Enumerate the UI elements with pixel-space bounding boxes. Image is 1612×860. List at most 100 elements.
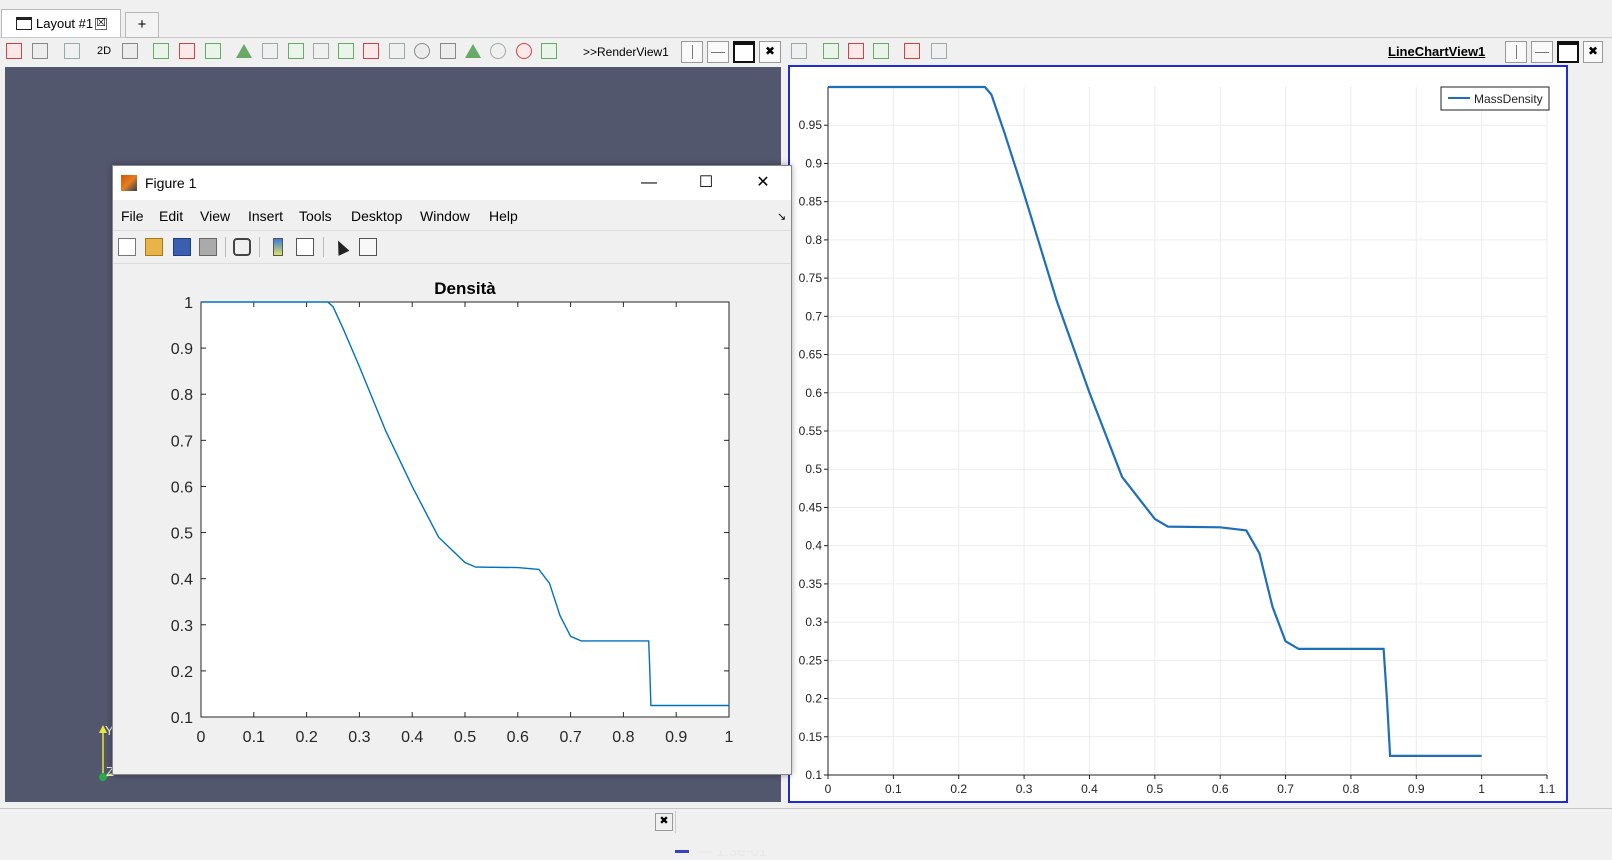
edit-plot-arrow-icon[interactable] (332, 238, 350, 256)
y-tick-label: 0.5 (805, 462, 822, 476)
menu-tools[interactable]: Tools (299, 208, 332, 224)
menu-view[interactable]: View (200, 208, 231, 224)
shrink-selection-icon[interactable] (389, 43, 405, 59)
chart-maximize-view-button[interactable] (1557, 41, 1579, 63)
minimize-button[interactable]: — (641, 174, 657, 191)
insert-legend-icon[interactable] (296, 238, 314, 256)
render-view-name: RenderView1 (597, 45, 669, 59)
menu-edit[interactable]: Edit (159, 208, 184, 224)
close-view-button[interactable]: ✖ (759, 41, 781, 63)
y-tick-label: 0.4 (805, 539, 822, 553)
query-icon[interactable] (516, 43, 532, 59)
layout-tab-bar: Layout #1 ☒ + (0, 6, 1612, 38)
save-icon[interactable] (173, 238, 191, 256)
view-toolbar: 2D >>RenderView1 ✖ LineChartView1 ✖ (0, 38, 1612, 66)
legend-label: MassDensity (1474, 92, 1543, 106)
edit-query-icon[interactable] (541, 43, 557, 59)
close-button[interactable]: ✕ (756, 174, 770, 191)
axis-z-label: Z (106, 764, 114, 779)
surface-triangle-icon[interactable] (465, 44, 481, 58)
deselect-icon[interactable] (179, 43, 195, 59)
grow-selection-icon[interactable] (363, 43, 379, 59)
figure-title-bar[interactable]: Figure 1 — ☐ ✕ (113, 166, 791, 200)
x-tick-label: 0.3 (1016, 782, 1033, 796)
print-icon[interactable] (199, 238, 217, 256)
y-tick-label: 0.75 (799, 271, 823, 285)
x-tick-label: 1.1 (1539, 782, 1556, 796)
bottom-close-icon[interactable]: ✖ (655, 813, 673, 831)
twod-toggle-button[interactable]: 2D (97, 45, 112, 57)
tab-close-icon[interactable]: ☒ (95, 16, 108, 30)
select-frustum-icon[interactable] (262, 43, 278, 59)
x-tick-label: 0.5 (454, 729, 476, 746)
x-tick-label: 0.4 (1081, 782, 1098, 796)
matlab-figure-window[interactable]: Figure 1 — ☐ ✕ File Edit View Insert Too… (112, 165, 792, 775)
split-horizontal-button[interactable] (681, 41, 703, 63)
undo-camera-icon[interactable] (32, 43, 48, 59)
property-inspector-icon[interactable] (359, 238, 377, 256)
density-line (201, 301, 729, 707)
new-figure-icon[interactable] (118, 238, 136, 256)
reset-camera-icon[interactable] (6, 43, 22, 59)
dock-arrow-icon[interactable]: ↘ (777, 211, 787, 223)
y-tick-label: 0.15 (799, 730, 823, 744)
bottom-bar: ✖ (0, 808, 1612, 850)
menu-window[interactable]: Window (420, 208, 470, 224)
menu-file[interactable]: File (121, 208, 144, 224)
y-tick-label: 0.3 (805, 615, 822, 629)
orientation-axes: Y Z (99, 723, 116, 781)
axis-y-label: Y (105, 723, 114, 738)
layout-tab-label: Layout #1 (36, 16, 94, 31)
menu-desktop[interactable]: Desktop (351, 208, 403, 224)
hover-points-icon[interactable] (414, 43, 430, 59)
y-tick-label: 1 (184, 295, 193, 312)
clear-selection-icon[interactable] (440, 43, 456, 59)
menu-help[interactable]: Help (489, 208, 518, 224)
select-surface-icon[interactable] (236, 44, 252, 58)
layout-tab[interactable]: Layout #1 ☒ (1, 9, 121, 37)
split-vertical-button[interactable] (707, 41, 729, 63)
y-tick-label: 0.95 (799, 118, 823, 132)
y-tick-label: 0.6 (805, 386, 822, 400)
chart-select-polygon-icon[interactable] (904, 43, 920, 59)
y-tick-label: 0.4 (171, 572, 193, 589)
link-plot-icon[interactable] (233, 238, 251, 256)
chart-clear-selection-icon[interactable] (931, 43, 947, 59)
y-tick-label: 0.9 (171, 341, 193, 358)
select-points-icon[interactable] (205, 43, 221, 59)
points-on-icon[interactable] (490, 43, 506, 59)
y-tick-label: 0.2 (171, 664, 193, 681)
maximize-button[interactable]: ☐ (698, 174, 714, 191)
open-file-icon[interactable] (145, 238, 163, 256)
chart-view-label: LineChartView1 (1388, 44, 1486, 59)
y-tick-label: 0.9 (805, 156, 822, 170)
chart-deselect-icon[interactable] (848, 43, 864, 59)
x-tick-label: 0.9 (1408, 782, 1425, 796)
camera-capture-icon[interactable] (64, 43, 80, 59)
x-tick-label: 0.6 (1212, 782, 1229, 796)
maximize-view-button[interactable] (733, 41, 755, 63)
chart-split-horizontal-button[interactable] (1505, 41, 1527, 63)
chart-capture-icon[interactable] (791, 43, 807, 59)
menu-insert[interactable]: Insert (248, 208, 284, 224)
chart-split-vertical-button[interactable] (1531, 41, 1553, 63)
insert-colorbar-icon[interactable] (273, 238, 283, 256)
zoom-to-box-icon[interactable] (122, 43, 138, 59)
chart-select-points-icon[interactable] (873, 43, 889, 59)
render-view-label: >>RenderView1 (583, 45, 669, 59)
y-tick-label: 0.1 (171, 710, 193, 727)
chart-close-view-button[interactable]: ✖ (1583, 41, 1603, 63)
select-block-icon[interactable] (288, 43, 304, 59)
paraview-line-chart: 0 0.1 0.2 0.3 0.4 0.5 0.6 0.7 0.8 0.9 1 1.10.10.150… (799, 85, 1556, 796)
select-interactive-icon[interactable] (338, 43, 354, 59)
line-chart-view[interactable]: 0 0.1 0.2 0.3 0.4 0.5 0.6 0.7 0.8 0.9 1 1.1 0.1 0.15 0… (788, 65, 1568, 803)
select-cells-icon[interactable] (153, 43, 169, 59)
chart-title: Densità (434, 279, 496, 298)
chart-select-icon[interactable] (823, 43, 839, 59)
y-tick-label: 0.6 (171, 479, 193, 496)
select-polygon-icon[interactable] (313, 43, 329, 59)
y-tick-label: 0.5 (171, 526, 193, 543)
y-tick-label: 0.35 (799, 577, 823, 591)
add-layout-tab-button[interactable]: + (125, 12, 159, 38)
x-tick-label: 0.9 (665, 729, 687, 746)
